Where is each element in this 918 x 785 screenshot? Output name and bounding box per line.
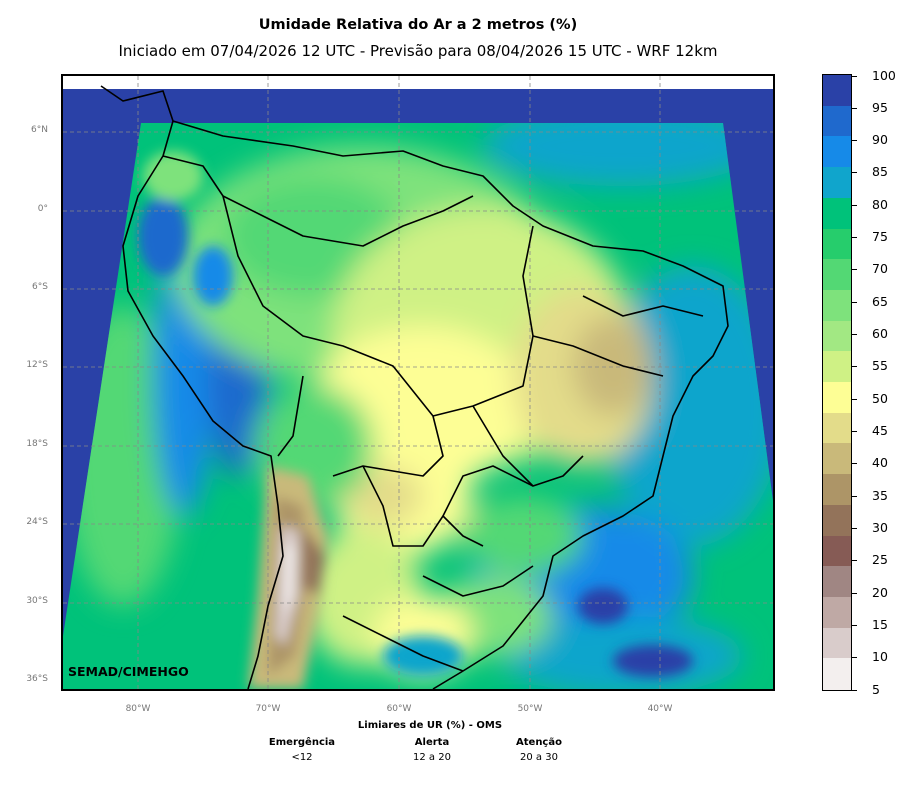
colorbar-tick xyxy=(852,657,857,659)
threshold-range: <12 xyxy=(291,752,313,763)
colorbar-label: 55 xyxy=(872,358,888,374)
humidity-map xyxy=(63,76,773,689)
colorbar-tick xyxy=(852,204,857,206)
colorbar-label: 60 xyxy=(872,326,888,342)
lon-label-60w: 60°W xyxy=(386,704,412,714)
threshold-name: Alerta xyxy=(414,737,450,748)
lat-label-6n: 6°N xyxy=(31,125,48,135)
colorbar-tick xyxy=(852,527,857,529)
graticule xyxy=(63,76,773,689)
colorbar-segment xyxy=(823,136,851,168)
credit-label: SEMAD/CIMEHGO xyxy=(68,664,189,679)
colorbar-segment xyxy=(823,197,851,230)
lon-label-40w: 40°W xyxy=(647,704,673,714)
colorbar-tick xyxy=(852,75,857,77)
colorbar-segment xyxy=(823,382,851,414)
colorbar-label: 50 xyxy=(872,390,888,406)
colorbar-tick xyxy=(852,366,857,368)
colorbar-segment xyxy=(823,535,851,567)
threshold-range: 12 a 20 xyxy=(413,752,451,763)
threshold-title: Limiares de UR (%) - OMS xyxy=(357,720,503,731)
colorbar-label: 100 xyxy=(872,67,896,83)
colorbar-tick xyxy=(852,237,857,239)
colorbar-label: 15 xyxy=(872,616,888,632)
colorbar-segment xyxy=(823,474,851,506)
threshold-alerta: Alerta 12 a 20 xyxy=(382,737,482,763)
colorbar-label: 35 xyxy=(872,487,888,503)
coastlines-borders xyxy=(100,85,729,689)
map-panel[interactable]: SEMAD/CIMEHGO xyxy=(61,74,775,691)
colorbar-tick xyxy=(852,398,857,400)
colorbar-tick xyxy=(852,560,857,562)
colorbar-label: 40 xyxy=(872,455,888,471)
colorbar-label: 25 xyxy=(872,552,888,568)
colorbar xyxy=(822,74,852,691)
colorbar-label: 70 xyxy=(872,261,888,277)
colorbar-label: 90 xyxy=(872,132,888,148)
colorbar-segment xyxy=(823,259,851,291)
colorbar-segment xyxy=(823,228,851,260)
lat-label-36s: 36°S xyxy=(26,674,48,684)
colorbar-label: 75 xyxy=(872,229,888,245)
colorbar-segment xyxy=(823,627,851,659)
colorbar-label: 45 xyxy=(872,422,888,438)
colorbar-tick xyxy=(852,334,857,336)
colorbar-segment xyxy=(823,504,851,537)
lat-label-24s: 24°S xyxy=(26,517,48,527)
threshold-atencao: Atenção 20 a 30 xyxy=(489,737,589,763)
colorbar-label: 80 xyxy=(872,196,888,212)
lat-label-0: 0° xyxy=(37,204,48,214)
chart-title: Umidade Relativa do Ar a 2 metros (%) xyxy=(258,17,578,33)
lon-label-70w: 70°W xyxy=(255,704,281,714)
colorbar-label: 65 xyxy=(872,293,888,309)
colorbar-tick xyxy=(852,592,857,594)
threshold-name: Atenção xyxy=(516,737,562,748)
threshold-name: Emergência xyxy=(268,737,336,748)
colorbar-segment xyxy=(823,443,851,475)
colorbar-tick xyxy=(852,269,857,271)
colorbar-segment xyxy=(823,566,851,598)
colorbar-tick xyxy=(852,430,857,432)
colorbar-segment xyxy=(823,75,851,107)
colorbar-segment xyxy=(823,320,851,352)
threshold-emergencia: Emergência <12 xyxy=(252,737,352,763)
colorbar-tick xyxy=(852,689,857,691)
colorbar-label: 5 xyxy=(872,681,880,697)
lat-label-6s: 6°S xyxy=(32,282,48,292)
colorbar-tick xyxy=(852,172,857,174)
chart-subtitle: Iniciado em 07/04/2026 12 UTC - Previsão… xyxy=(118,42,718,60)
lat-label-18s: 18°S xyxy=(26,439,48,449)
colorbar-tick xyxy=(852,624,857,626)
lon-label-50w: 50°W xyxy=(517,704,543,714)
lat-label-30s: 30°S xyxy=(26,596,48,606)
humidity-field xyxy=(63,123,773,689)
colorbar-tick xyxy=(852,107,857,109)
colorbar-segment xyxy=(823,351,851,383)
colorbar-label: 85 xyxy=(872,164,888,180)
lon-label-80w: 80°W xyxy=(125,704,151,714)
colorbar-segment xyxy=(823,412,851,444)
colorbar-tick xyxy=(852,301,857,303)
colorbar-label: 30 xyxy=(872,519,888,535)
colorbar-label: 95 xyxy=(872,99,888,115)
colorbar-tick xyxy=(852,495,857,497)
colorbar-label: 10 xyxy=(872,649,888,665)
threshold-range: 20 a 30 xyxy=(520,752,558,763)
colorbar-segment xyxy=(823,596,851,629)
colorbar-tick xyxy=(852,140,857,142)
colorbar-label: 20 xyxy=(872,584,888,600)
colorbar-segment xyxy=(823,289,851,322)
colorbar-tick xyxy=(852,463,857,465)
colorbar-segment xyxy=(823,658,851,690)
colorbar-segment xyxy=(823,167,851,199)
lat-label-12s: 12°S xyxy=(26,360,48,370)
colorbar-segment xyxy=(823,105,851,137)
